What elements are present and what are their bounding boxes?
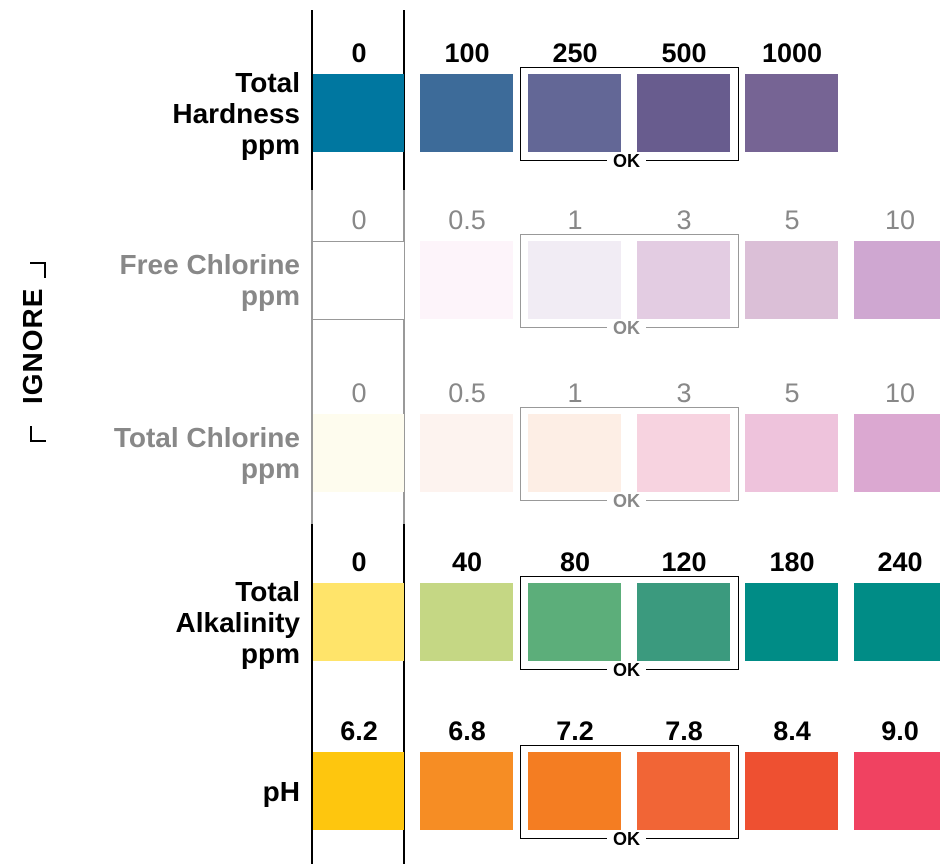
- scale-value: 80: [559, 547, 591, 577]
- color-swatch: [745, 752, 838, 830]
- row-label-line: ppm: [240, 637, 300, 669]
- color-swatch: [528, 752, 621, 830]
- scale-value: 180: [769, 547, 815, 577]
- color-swatch: [528, 414, 621, 492]
- scale-value: 0: [351, 38, 367, 68]
- scale-value: 3: [676, 205, 692, 235]
- scale-value: 1000: [761, 38, 823, 68]
- color-swatch: [637, 752, 730, 830]
- color-swatch: [420, 241, 513, 319]
- row-label-line: ppm: [240, 280, 300, 311]
- scale-value: 3: [676, 378, 692, 408]
- color-swatch: [854, 241, 940, 319]
- row-label-line: ppm: [240, 453, 300, 484]
- scale-value: 0: [351, 205, 367, 235]
- row-label-line: Total: [235, 66, 300, 98]
- cell-border: [313, 319, 404, 320]
- divider-line: [311, 190, 313, 524]
- scale-value: 10: [884, 205, 916, 235]
- row-label-line: ppm: [240, 128, 300, 160]
- ok-label: OK: [607, 661, 646, 679]
- row-label-line: Hardness: [172, 97, 300, 129]
- scale-value: 5: [784, 205, 800, 235]
- scale-value: 1: [567, 205, 583, 235]
- color-swatch: [854, 583, 940, 661]
- color-swatch: [745, 414, 838, 492]
- scale-value: 120: [661, 547, 707, 577]
- color-swatch: [745, 74, 838, 152]
- color-swatch: [745, 241, 838, 319]
- row-label-line: Total Chlorine: [113, 422, 300, 453]
- row-label-ph: pH: [0, 776, 300, 807]
- color-swatch: [313, 241, 404, 319]
- color-swatch: [313, 414, 404, 492]
- scale-value: 0.5: [448, 378, 486, 408]
- ok-range-box: [520, 234, 739, 328]
- scale-value: 240: [877, 547, 923, 577]
- color-swatch: [420, 583, 513, 661]
- scale-value: 100: [444, 38, 490, 68]
- divider-line: [311, 10, 313, 190]
- scale-value: 0: [351, 378, 367, 408]
- scale-value: 500: [661, 38, 707, 68]
- color-swatch: [745, 583, 838, 661]
- color-swatch: [528, 74, 621, 152]
- ok-label: OK: [607, 492, 646, 510]
- scale-value: 0: [351, 547, 367, 577]
- scale-value: 7.8: [665, 716, 703, 746]
- color-swatch: [420, 752, 513, 830]
- ignore-bracket-bottom: [30, 426, 46, 442]
- ok-range-box: [520, 576, 739, 670]
- scale-value: 40: [451, 547, 483, 577]
- scale-value: 5: [784, 378, 800, 408]
- ok-range-box: [520, 745, 739, 839]
- row-label-line: Free Chlorine: [119, 249, 300, 280]
- scale-value: 8.4: [773, 716, 811, 746]
- color-swatch: [637, 241, 730, 319]
- divider-line: [403, 190, 405, 524]
- row-label-total-hardness: Total Hardness ppm: [0, 67, 300, 160]
- color-swatch: [420, 74, 513, 152]
- color-swatch: [313, 583, 404, 661]
- scale-value: 10: [884, 378, 916, 408]
- color-swatch: [637, 74, 730, 152]
- ok-label: OK: [607, 152, 646, 170]
- color-swatch: [854, 414, 940, 492]
- ok-label: OK: [607, 319, 646, 337]
- row-label-line: Total: [235, 575, 300, 607]
- color-swatch: [854, 752, 940, 830]
- scale-value: 1: [567, 378, 583, 408]
- scale-value: 6.8: [448, 716, 486, 746]
- color-swatch: [313, 752, 404, 830]
- ok-label: OK: [607, 830, 646, 848]
- color-swatch: [313, 74, 404, 152]
- color-swatch: [420, 414, 513, 492]
- color-swatch: [637, 583, 730, 661]
- row-label-total-alkalinity: Total Alkalinity ppm: [0, 576, 300, 669]
- divider-line: [311, 524, 313, 864]
- scale-value: 250: [552, 38, 598, 68]
- row-label-line: Alkalinity: [175, 606, 300, 638]
- row-label-line: pH: [262, 775, 300, 807]
- ok-range-box: [520, 407, 739, 501]
- scale-value: 0.5: [448, 205, 486, 235]
- cell-border: [313, 241, 404, 242]
- color-swatch: [528, 583, 621, 661]
- divider-line: [403, 524, 405, 864]
- color-swatch: [528, 241, 621, 319]
- ok-range-box: [520, 67, 739, 161]
- scale-value: 6.2: [340, 716, 378, 746]
- scale-value: 7.2: [556, 716, 594, 746]
- ignore-bracket-top: [30, 262, 46, 278]
- color-swatch: [637, 414, 730, 492]
- row-label-free-chlorine: Free Chlorine ppm: [0, 249, 300, 311]
- row-label-total-chlorine: Total Chlorine ppm: [0, 422, 300, 484]
- scale-value: 9.0: [881, 716, 919, 746]
- divider-line: [403, 10, 405, 190]
